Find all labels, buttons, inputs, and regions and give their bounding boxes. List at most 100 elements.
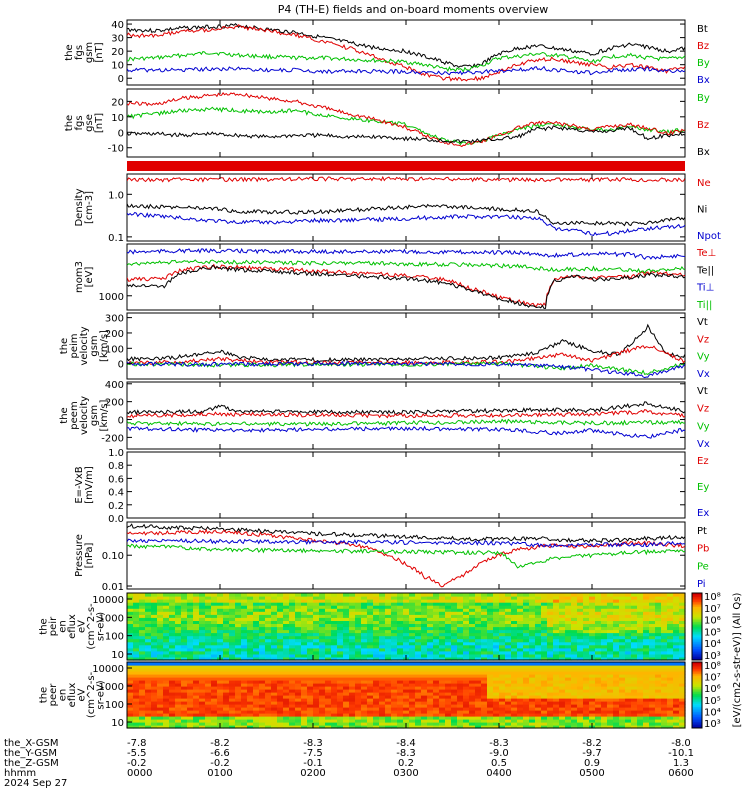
ytick-label: 1000 — [99, 292, 124, 303]
series-Ti⊥ — [127, 247, 685, 260]
footer-value: -8.2 — [582, 738, 602, 749]
ylabel-line: [nT] — [94, 42, 105, 62]
legend-Npot: Npot — [697, 231, 721, 242]
chart-title: P4 (TH-E) fields and on-board moments ov… — [278, 3, 549, 16]
footer-value: -8.0 — [671, 738, 691, 749]
legend-Vx: Vx — [697, 439, 710, 450]
ylabel-line: the — [39, 618, 50, 634]
series-Pe — [127, 543, 685, 569]
panel-fgs_gse: -10 0 10 20 the fgs gse [nT] By Bz Bx — [64, 88, 710, 158]
series-Ni — [127, 203, 685, 227]
footer-value: 0300 — [393, 768, 418, 779]
ylabel-line: mom3 — [74, 261, 85, 293]
legend-By: By — [697, 93, 710, 104]
ytick-label: 400 — [105, 380, 124, 391]
panel-temps: 1000 mom3 [eV] Te⊥ Te|| Ti⊥ Ti|| — [74, 243, 716, 311]
ytick-label: 100 — [105, 700, 124, 711]
ylabel-line: [km/s] — [99, 399, 110, 431]
footer-value: -0.2 — [210, 758, 230, 769]
legend-Te⊥: Te⊥ — [696, 248, 716, 259]
colorbar-tick: 10⁶ — [704, 684, 721, 695]
ylabel-line: gsm — [84, 42, 95, 63]
footer-value: -0.2 — [127, 758, 147, 769]
footer-value: -8.4 — [396, 738, 416, 749]
legend-Vy: Vy — [697, 421, 710, 432]
ytick-label: 10 — [111, 650, 124, 661]
series-lines — [127, 247, 685, 309]
panel-frame — [126, 381, 686, 450]
ylabel-line: sr-eV) — [96, 612, 107, 641]
footer-value: 0600 — [668, 768, 693, 779]
ytick-label: 1000 — [99, 613, 124, 624]
colorbar-tick: 10⁵ — [704, 696, 721, 707]
legend-By: By — [697, 58, 710, 69]
series-Vx — [127, 360, 685, 379]
series-Vx — [127, 425, 685, 439]
legend-Bz: Bz — [697, 41, 709, 52]
ylabel: the fgs gsm [nT] — [64, 42, 105, 63]
legend-Vt: Vt — [697, 386, 708, 397]
footer-value: -8.3 — [396, 748, 416, 759]
ylabel-line: peem — [69, 401, 80, 429]
ylabel: the fgs gse [nT] — [64, 113, 105, 133]
legend-Ti⊥: Ti⊥ — [696, 283, 714, 294]
ylabel-line: eflux — [67, 683, 78, 708]
series-Npot — [127, 211, 685, 236]
ylabel-line: gsm — [89, 335, 100, 356]
series-Bx — [127, 125, 685, 144]
ytick-label: 0.01 — [102, 582, 124, 593]
ylabel: the peem velocity gsm [km/s] — [59, 396, 110, 435]
series-Pt — [127, 523, 685, 544]
legend-Ez: Ez — [697, 456, 709, 467]
series-Bz — [127, 92, 685, 148]
legend-Ti||: Ti|| — [696, 300, 712, 311]
ylabel-line: gsm — [89, 405, 100, 426]
ytick-label: 0 — [118, 128, 124, 139]
footer-value: -10.1 — [668, 748, 694, 759]
ytick-label: 0.4 — [108, 488, 124, 499]
legend-Ni: Ni — [697, 205, 707, 216]
series-Bz — [127, 24, 685, 82]
panel-velocity_peem: -200 0 200 400 the peem velocity gsm [km/s] Vt Vz V… — [59, 380, 710, 450]
series-lines — [127, 323, 685, 379]
ytick-label: -200 — [101, 433, 124, 444]
legend-Pe: Pe — [697, 561, 709, 572]
ytick-label: 1000 — [99, 682, 124, 693]
footer-value: -8.3 — [303, 738, 323, 749]
ylabel-line: sr-eV) — [96, 680, 107, 709]
series-lines — [127, 92, 685, 148]
colorbar-label-text: [eV/(cm2-s-str-eV)] (All Qs) — [732, 592, 743, 727]
ylabel: E=-VxB [mV/m] — [74, 466, 95, 504]
ytick-label: 10 — [111, 61, 124, 72]
ylabel-line: the — [59, 407, 70, 423]
footer-value: 0000 — [127, 768, 152, 779]
ylabel-line: [km/s] — [99, 330, 110, 362]
panel-frame — [126, 88, 686, 158]
ytick-label: 1.0 — [108, 448, 124, 459]
ytick-label: 200 — [105, 329, 124, 340]
ylabel-line: fgs — [74, 45, 85, 60]
colorbar-tick: 10⁷ — [704, 673, 721, 684]
ylabel-line: eV — [77, 688, 88, 701]
ylabel-line: Density — [74, 188, 85, 226]
ylabel-line: Pressure — [74, 534, 85, 577]
legend-Vt: Vt — [697, 317, 708, 328]
ylabel-line: [mV/m] — [84, 466, 95, 504]
series-Ti|| — [127, 259, 685, 274]
footer-date: 2024 Sep 27 — [4, 778, 67, 789]
ylabel: Pressure [nPa] — [74, 534, 95, 577]
ytick-label: 0.8 — [108, 461, 124, 472]
footer-value: 0.2 — [398, 758, 414, 769]
footer-value: -8.3 — [489, 738, 509, 749]
ylabel-line: eV — [77, 620, 88, 633]
legend-Te||: Te|| — [696, 265, 714, 276]
series-lines — [127, 401, 685, 439]
ylabel-line: velocity — [79, 326, 90, 365]
ytick-label: 0.2 — [108, 501, 124, 512]
ytick-label: 0.6 — [108, 474, 124, 485]
colorbar-tick: 10⁵ — [704, 627, 721, 638]
footer-row-label: hhmm — [4, 768, 36, 779]
